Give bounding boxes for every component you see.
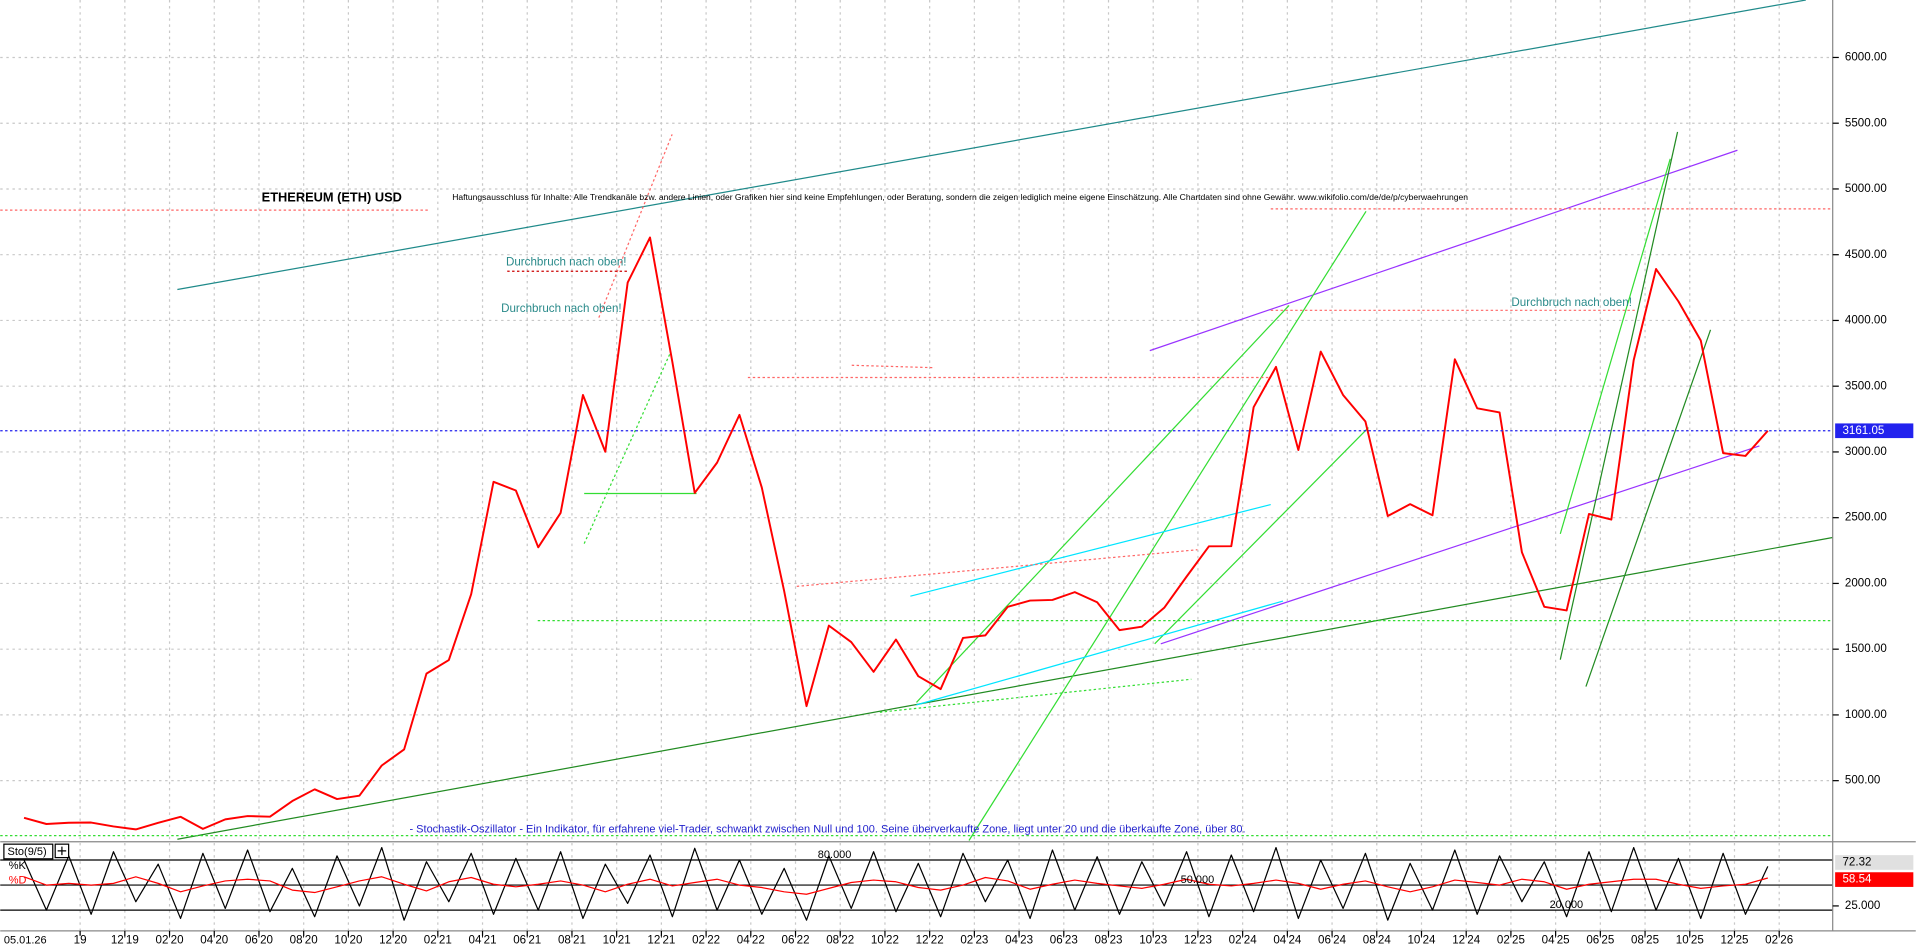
indicator-box [3,843,54,860]
legend-entry: %K [9,860,27,872]
x-tick-label: 12'19 [111,934,139,947]
x-tick-label: 12'24 [1452,934,1481,947]
y-tick-label: 2500.00 [1845,511,1887,524]
x-tick-label: 10'23 [1139,934,1167,947]
x-tick-label: 10'21 [603,934,631,947]
x-tick-label: 04'21 [469,934,497,947]
x-tick-label: 06'23 [1050,934,1078,947]
trend-line [1154,427,1369,645]
x-tick-label: 12'23 [1184,934,1212,947]
trend-line [916,600,1284,706]
y-tick-label: 500.00 [1845,774,1880,787]
trend-line [851,364,935,369]
x-tick-label: 06'21 [513,934,541,947]
x-tick-label: 12'22 [916,934,944,947]
y-tick-label: 4000.00 [1845,314,1887,327]
indicator-title: Sto(9/5) [8,846,47,858]
trend-line [1559,158,1671,535]
x-tick-label: 02'26 [1765,934,1793,947]
x-tick-label: 04'25 [1542,934,1570,947]
x-tick-label: 02'25 [1497,934,1525,947]
data-line [23,876,1768,895]
y-tick-label: 25.000 [1845,899,1880,912]
date-label: 05.01.26 [4,935,47,947]
chart-title: ETHEREUM (ETH) USD [262,189,402,204]
x-tick-label: 08'21 [558,934,586,947]
y-tick-label: 1500.00 [1845,642,1887,655]
level-label: 20.000 [1550,899,1584,911]
x-tick-label: 06'24 [1318,934,1347,947]
y-tick-label: 6000.00 [1845,51,1887,64]
level-label: 80.000 [818,849,852,861]
data-line [23,846,1769,921]
x-tick-label: 04'24 [1273,934,1302,947]
annotation: Durchbruch nach oben! [506,256,627,269]
x-tick-label: 10'22 [871,934,899,947]
x-tick-label: 06'25 [1586,934,1614,947]
x-tick-label: 02'24 [1229,934,1258,947]
marks [23,236,1769,921]
value-box [1835,855,1914,870]
y-tick-label: 3500.00 [1845,379,1887,392]
trend-line [583,354,671,544]
annotation: Durchbruch nach oben! [501,302,622,315]
x-tick-label: 10'25 [1676,934,1704,947]
legend-entry: %D [9,875,27,887]
y-tick-label: 1000.00 [1845,708,1887,721]
value-label: 72.32 [1842,856,1871,869]
trend-lines [0,0,1833,841]
x-tick-label: 04'20 [200,934,228,947]
last-price-box [1835,423,1914,439]
y-tick-label: 3000.00 [1845,445,1887,458]
disclaimer: Haftungsausschluss für Inhalte: Alle Tre… [452,192,1468,202]
y-tick-label: 2000.00 [1845,576,1887,589]
y-tick-label: 5500.00 [1845,116,1887,129]
trend-line [1585,329,1712,687]
y-tick-label: 5000.00 [1845,182,1887,195]
x-tick-label: 12'25 [1720,934,1748,947]
x-tick-label: 08'24 [1363,934,1392,947]
x-tick-label: 10'20 [334,934,362,947]
x-tick-label: 04'23 [1005,934,1033,947]
annotation: - Stochastik-Oszillator - Ein Indikator,… [409,823,1245,835]
x-tick-label: 08'22 [826,934,854,947]
value-label: 58.54 [1842,873,1872,886]
trend-line [1149,149,1738,352]
data-line [23,236,1769,831]
annotation: Durchbruch nach oben! [1511,296,1632,309]
x-tick-label: 06'20 [245,934,273,947]
x-tick-label: 08'20 [290,934,318,947]
trend-line [1559,131,1679,660]
trend-line [879,678,1192,713]
trend-line [177,536,1833,840]
trend-line [598,134,673,318]
x-tick-label: 02'22 [692,934,720,947]
trend-line [1160,445,1760,645]
x-tick-label: 06'22 [782,934,810,947]
value-box [1835,872,1914,887]
x-tick-label: 12'20 [379,934,407,947]
y-tick-label: 4500.00 [1845,248,1887,261]
x-tick-label: 12'21 [647,934,675,947]
last-price-label: 3161.05 [1842,424,1884,437]
trend-line [910,503,1271,597]
add-icon [57,846,67,856]
x-tick-label: 10'24 [1407,934,1436,947]
x-tick-label: 19 [74,934,87,947]
trend-line [968,211,1367,841]
x-tick-label: 02'23 [960,934,988,947]
level-label: 50.000 [1181,874,1215,886]
x-tick-label: 08'25 [1631,934,1659,947]
trend-line [177,0,1806,291]
x-tick-label: 02'20 [156,934,184,947]
x-tick-label: 04'22 [737,934,765,947]
x-tick-label: 08'23 [1094,934,1122,947]
x-tick-label: 02'21 [424,934,452,947]
trend-line [796,549,1198,588]
